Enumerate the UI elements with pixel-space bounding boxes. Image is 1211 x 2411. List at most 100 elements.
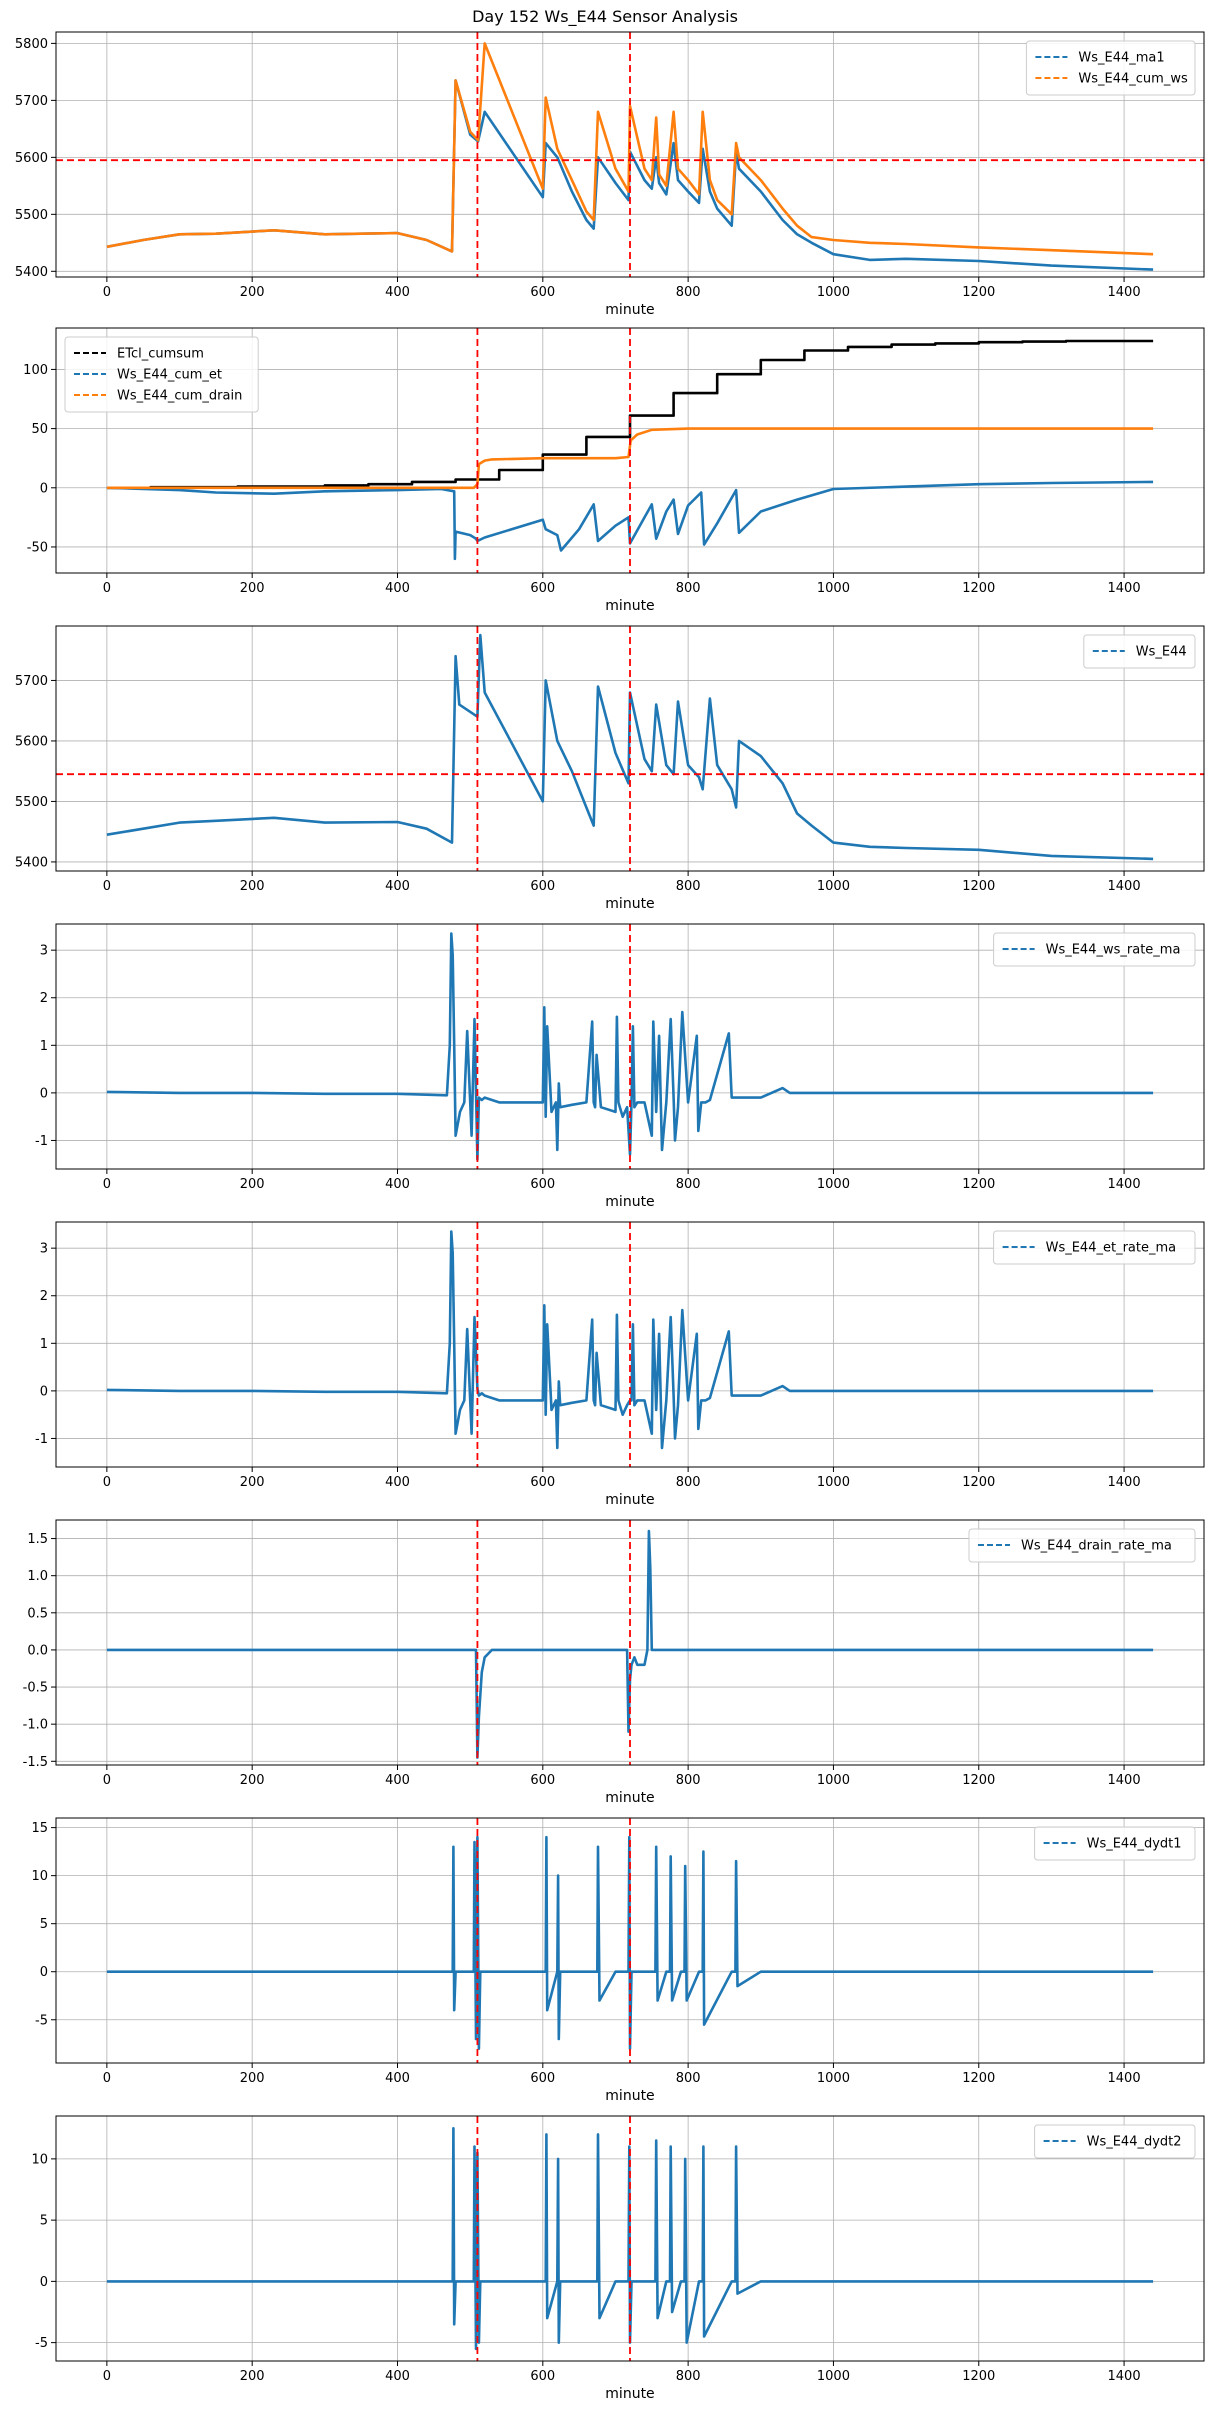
x-tick-label: 0 xyxy=(103,2071,111,2086)
y-tick-label: 5400 xyxy=(15,855,48,870)
x-tick-label: 600 xyxy=(530,2071,555,2086)
x-tick-label: 0 xyxy=(103,2369,111,2384)
x-tick-label: 1000 xyxy=(817,1475,850,1490)
x-tick-label: 1200 xyxy=(962,2071,995,2086)
series-group xyxy=(56,32,1204,277)
axes-frame xyxy=(55,625,1205,872)
y-tick-label: -0.5 xyxy=(23,1681,48,1696)
series-group xyxy=(56,626,1204,871)
legend-label: Ws_E44_ma1 xyxy=(1078,51,1164,66)
x-tick-label: 1400 xyxy=(1108,1773,1141,1788)
x-tick-label: 200 xyxy=(240,879,265,894)
x-tick-label: 200 xyxy=(240,2369,265,2384)
x-tick-label: 1200 xyxy=(962,1773,995,1788)
x-tick-label: 400 xyxy=(385,2369,410,2384)
series-line-Ws_E44_ws_rate_ma xyxy=(106,932,1154,1161)
y-tick-label: 5600 xyxy=(15,151,48,166)
y-tick-label: 0 xyxy=(40,481,48,496)
legend-label: Ws_E44_cum_et xyxy=(117,368,222,383)
x-tick-label: 1400 xyxy=(1108,879,1141,894)
y-tick-label: -1 xyxy=(35,1432,48,1447)
y-tick-label: 3 xyxy=(40,944,48,959)
legend-box xyxy=(1025,40,1196,96)
legend: Ws_E44_et_rate_ma xyxy=(993,1230,1196,1265)
legend-box xyxy=(993,932,1196,967)
series-group xyxy=(106,1818,1154,2063)
axes-ax6: 0 200 400 600 800 1000 1200 1400 -1.5 -1.0 -0.5 0.0… xyxy=(23,1519,1205,1806)
x-tick-label: 1000 xyxy=(817,581,850,596)
x-tick-label: 600 xyxy=(530,1773,555,1788)
x-tick-label: 400 xyxy=(385,581,410,596)
x-tick-label: 0 xyxy=(103,285,111,300)
axes-ax7: 0 200 400 600 800 1000 1200 1400 -5 0 5 10 15 minute W… xyxy=(31,1817,1205,2104)
legend-box xyxy=(64,336,259,413)
legend-label: Ws_E44_et_rate_ma xyxy=(1046,1241,1177,1256)
series-group xyxy=(106,2116,1154,2361)
y-tick-label: 5400 xyxy=(15,265,48,280)
x-tick-label: 1000 xyxy=(817,1177,850,1192)
x-tick-label: 1400 xyxy=(1108,2369,1141,2384)
y-tick-label: 5500 xyxy=(15,208,48,223)
x-tick-label: 1200 xyxy=(962,879,995,894)
series-line-Ws_E44_et_rate_ma xyxy=(106,1230,1154,1450)
legend-label: Ws_E44_dydt1 xyxy=(1087,1837,1182,1852)
y-tick-label: 5700 xyxy=(15,94,48,109)
legend: ETcl_cumsum Ws_E44_cum_et Ws_E44_cum_drain xyxy=(64,336,259,413)
y-tick-label: -1.5 xyxy=(23,1755,48,1770)
x-tick-label: 1200 xyxy=(962,1177,995,1192)
axes-frame xyxy=(55,1817,1205,2064)
axes-frame xyxy=(55,327,1205,574)
x-tick-label: 600 xyxy=(530,285,555,300)
y-tick-label: -50 xyxy=(27,540,48,555)
series-line-Ws_E44_cum_et xyxy=(106,480,1154,561)
axes-ax2: 0 200 400 600 800 1000 1200 1400 -50 0 50 100 minute… xyxy=(23,327,1205,614)
x-tick-label: 200 xyxy=(240,285,265,300)
x-tick-label: 1000 xyxy=(817,2369,850,2384)
series-group xyxy=(106,1520,1154,1765)
axes-frame xyxy=(55,31,1205,278)
y-tick-label: 1 xyxy=(40,1039,48,1054)
legend-box xyxy=(1034,1826,1196,1861)
legend-label: ETcl_cumsum xyxy=(117,347,204,362)
y-tick-label: 0 xyxy=(40,1965,48,1980)
series-line-Ws_E44_cum_ws xyxy=(106,42,1154,256)
series-group xyxy=(106,1222,1154,1467)
x-tick-label: 400 xyxy=(385,1177,410,1192)
figure-title: Day 152 Ws_E44 Sensor Analysis xyxy=(472,7,738,27)
x-tick-label: 600 xyxy=(530,1475,555,1490)
axes-frame xyxy=(55,923,1205,1170)
legend: Ws_E44_drain_rate_ma xyxy=(968,1528,1196,1563)
x-axis-label: minute xyxy=(605,1790,654,1806)
x-axis-label: minute xyxy=(605,2386,654,2402)
legend: Ws_E44_dydt1 xyxy=(1034,1826,1196,1861)
legend-label: Ws_E44_ws_rate_ma xyxy=(1046,943,1181,958)
y-tick-label: 5700 xyxy=(15,674,48,689)
x-tick-label: 1000 xyxy=(817,285,850,300)
x-tick-label: 200 xyxy=(240,2071,265,2086)
y-tick-label: -1 xyxy=(35,1134,48,1149)
x-tick-label: 1400 xyxy=(1108,2071,1141,2086)
series-line-Ws_E44_drain_rate_ma xyxy=(106,1529,1154,1759)
y-tick-label: 50 xyxy=(31,422,48,437)
x-axis-label: minute xyxy=(605,1492,654,1508)
x-tick-label: 800 xyxy=(676,581,701,596)
y-tick-label: 15 xyxy=(31,1821,48,1836)
axes-ax3: 0 200 400 600 800 1000 1200 1400 5400 5500 5600 570… xyxy=(15,625,1205,912)
y-tick-label: -5 xyxy=(35,2336,48,2351)
y-tick-label: 1.5 xyxy=(27,1532,48,1547)
series-line-ETcl_cumsum xyxy=(106,339,1154,490)
legend: Ws_E44_dydt2 xyxy=(1034,2124,1196,2159)
x-tick-label: 800 xyxy=(676,1475,701,1490)
legend-box xyxy=(1034,2124,1196,2159)
legend: Ws_E44_ma1 Ws_E44_cum_ws xyxy=(1025,40,1196,96)
x-tick-label: 1400 xyxy=(1108,1475,1141,1490)
y-tick-label: 5600 xyxy=(15,734,48,749)
x-tick-label: 1000 xyxy=(817,1773,850,1788)
series-line-Ws_E44_cum_drain xyxy=(106,427,1154,490)
axes-ax8: 0 200 400 600 800 1000 1200 1400 -5 0 5 10 minute Ws_… xyxy=(31,2115,1205,2402)
x-tick-label: 1200 xyxy=(962,581,995,596)
x-tick-label: 1200 xyxy=(962,2369,995,2384)
x-tick-label: 800 xyxy=(676,1773,701,1788)
y-tick-label: 3 xyxy=(40,1242,48,1257)
